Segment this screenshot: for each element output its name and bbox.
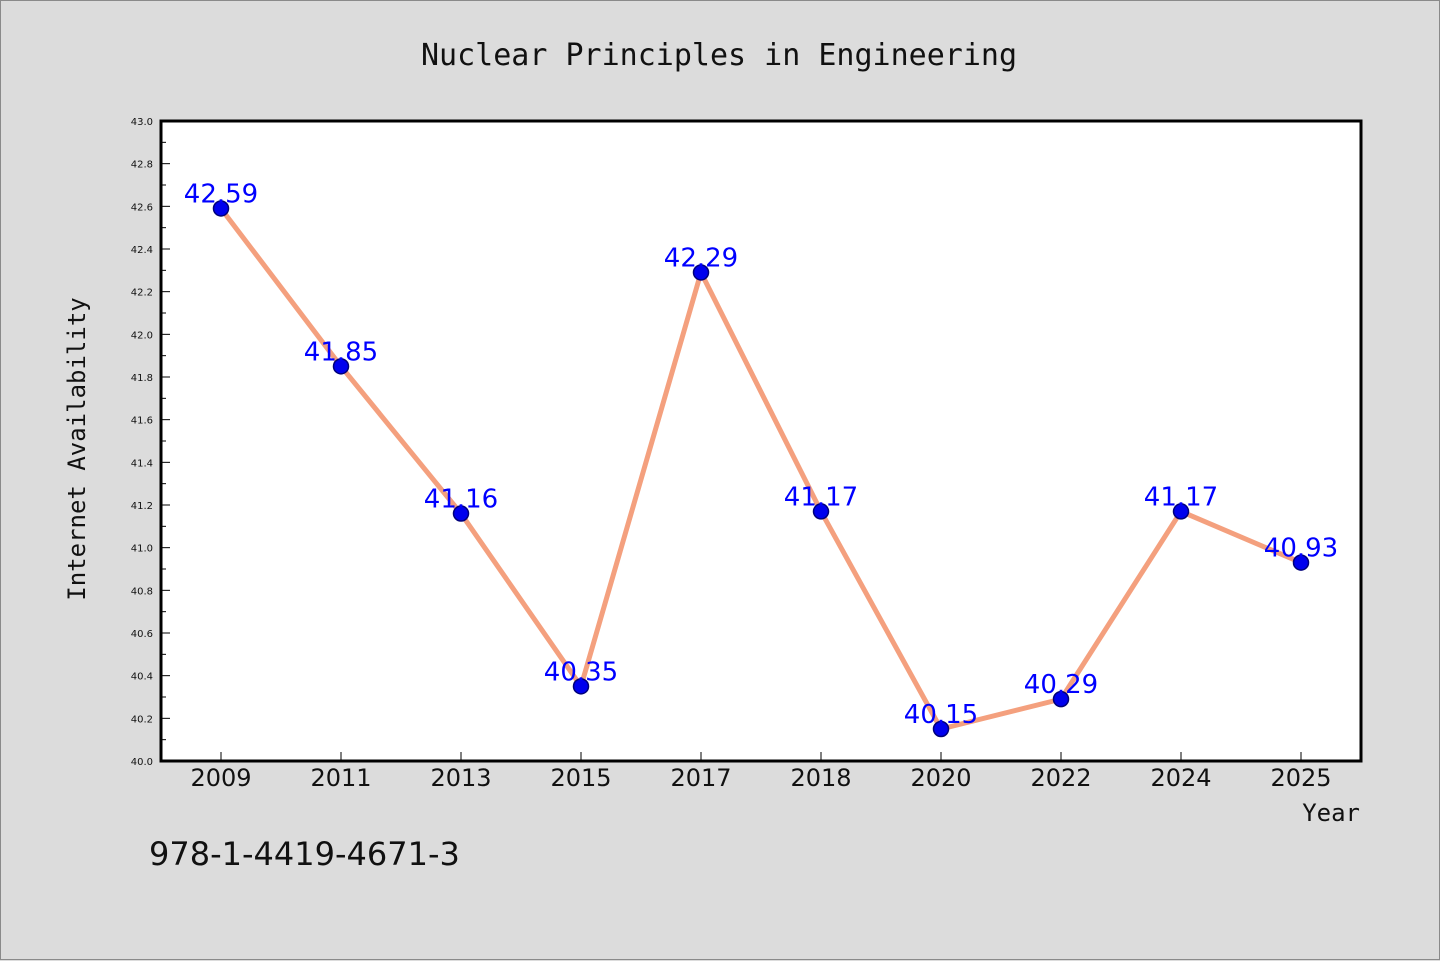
data-point [1052,690,1070,708]
data-point [1172,503,1190,520]
x-tick-label: 2020 [910,764,971,792]
data-labels: 42.59 41.85 41.16 40.35 42.29 41.17 40.15 40.29… [184,179,1338,730]
y-tick-label: 40.0 [131,757,153,768]
data-label: 41.17 [784,482,858,512]
chart-title: Nuclear Principles in Engineering [421,38,1017,73]
data-label: 40.35 [544,657,618,687]
y-tick-label: 40.4 [131,672,153,683]
data-point [452,505,470,522]
x-tick-label: 2022 [1030,764,1091,792]
y-tick-label: 42.6 [131,202,153,213]
y-tick-label: 42.0 [131,330,153,341]
x-tick-label: 2011 [310,764,371,792]
y-tick-label: 40.6 [131,629,153,640]
data-label: 40.15 [904,700,978,730]
x-tick-label: 2015 [550,764,611,792]
x-tick-label: 2017 [670,764,731,792]
x-tick-label: 2018 [790,764,851,792]
data-markers [212,200,1310,738]
y-tick-label: 41.4 [131,458,153,469]
y-tick-label: 41.8 [131,373,153,384]
plot-area [161,121,1361,761]
y-axis-title: Internet Availability [63,297,91,600]
data-label: 41.16 [424,485,498,515]
y-tick-label: 41.6 [131,416,153,427]
y-tick-label: 42.2 [131,288,153,299]
data-label: 40.29 [1024,670,1098,700]
data-label: 42.29 [664,243,738,273]
y-tick-label: 40.2 [131,714,153,725]
data-point [932,720,950,738]
footer-code: 978-1-4419-4671-3 [149,835,460,873]
y-tick-label: 42.4 [131,245,153,256]
x-tick-label: 2013 [430,764,491,792]
x-tick-labels: 2009 2011 2013 2015 2017 2018 2020 2022 2024 2025 [190,764,1331,792]
data-label: 40.93 [1264,534,1338,564]
series-line [218,205,1304,732]
x-axis-title: Year [1302,799,1360,827]
data-point [212,200,230,217]
x-tick-label: 2009 [190,764,251,792]
y-tick-label: 41.2 [131,501,153,512]
y-tick-label: 42.8 [131,160,153,171]
data-point [692,264,710,281]
y-tick-labels: 40.0 40.2 40.4 40.6 40.8 41.0 41.2 41.4 41.6 41.8… [131,117,153,768]
data-point [1292,554,1310,571]
data-point [572,678,590,695]
y-tick-label: 43.0 [131,117,153,128]
data-point [812,503,830,520]
data-label: 42.59 [184,179,258,209]
data-label: 41.17 [1144,482,1218,512]
plot-frame [159,119,1363,763]
data-label: 41.85 [304,337,378,367]
y-tick-label: 41.0 [131,544,153,555]
x-tick-label: 2025 [1270,764,1331,792]
y-tick-label: 40.8 [131,586,153,597]
data-point [332,358,350,375]
x-tick-label: 2024 [1150,764,1211,792]
